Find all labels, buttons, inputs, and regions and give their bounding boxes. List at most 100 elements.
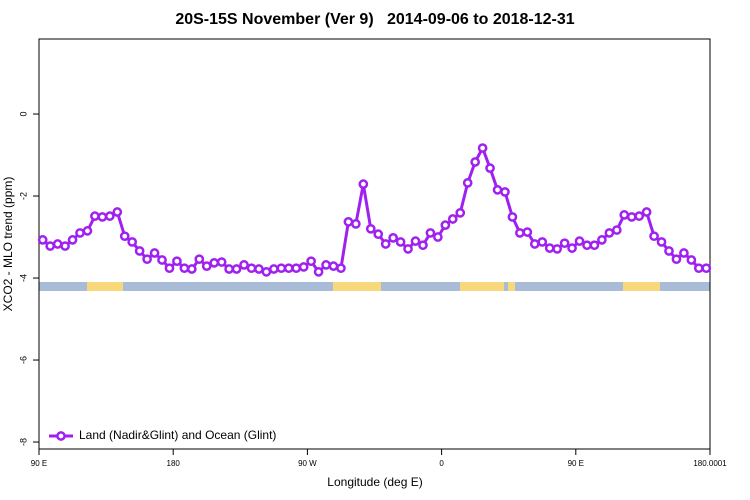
point-marker <box>231 264 242 274</box>
point-marker <box>619 210 630 220</box>
point-marker <box>634 211 645 221</box>
point-marker <box>425 228 436 238</box>
land-ocean-strip <box>39 282 710 291</box>
point-marker <box>582 240 592 251</box>
land-band <box>623 282 660 291</box>
y-tick-label: -2 <box>18 192 28 200</box>
point-marker <box>656 237 667 247</box>
land-band <box>460 282 504 291</box>
point-marker <box>336 263 346 274</box>
point-marker <box>104 211 115 221</box>
point-marker <box>246 263 257 274</box>
point-marker <box>37 235 48 245</box>
point-marker <box>276 263 287 274</box>
point-marker <box>82 226 93 236</box>
point-marker <box>649 231 659 242</box>
point-marker <box>440 220 451 230</box>
point-marker <box>269 264 279 274</box>
point-marker <box>418 240 428 251</box>
point-marker <box>90 211 100 221</box>
point-marker <box>179 263 190 274</box>
point-marker <box>671 254 682 265</box>
point-marker <box>559 238 570 249</box>
point-marker <box>544 243 555 253</box>
land-band <box>87 282 123 291</box>
point-marker <box>477 143 488 153</box>
point-marker <box>254 264 264 274</box>
point-marker <box>410 236 421 246</box>
point-marker <box>388 233 398 243</box>
point-marker <box>97 212 108 222</box>
point-marker <box>567 243 577 253</box>
point-marker <box>194 254 205 265</box>
point-marker <box>298 262 309 272</box>
point-marker <box>216 257 227 267</box>
point-marker <box>75 228 85 238</box>
point-marker <box>604 228 615 238</box>
point-marker <box>403 244 413 254</box>
point-marker <box>261 267 272 277</box>
x-tick-label: 180 <box>167 459 181 468</box>
x-tick-label: 90 W <box>298 459 317 468</box>
point-marker <box>395 237 406 247</box>
point-marker <box>537 237 548 247</box>
point-marker <box>142 254 152 265</box>
y-axis-label: XCO2 - MLO trend (ppm) <box>1 177 15 312</box>
point-marker <box>664 246 674 256</box>
point-marker <box>365 223 376 234</box>
point-marker <box>500 187 510 197</box>
x-tick-label: 180.0001 <box>693 459 727 468</box>
point-marker <box>485 163 495 173</box>
point-marker <box>60 241 70 251</box>
point-marker <box>67 235 78 245</box>
x-tick-label: 90 E <box>31 459 47 468</box>
point-marker <box>679 248 689 258</box>
point-marker <box>224 264 234 274</box>
point-marker <box>515 228 525 238</box>
point-marker <box>209 258 220 268</box>
plot-frame <box>38 38 711 450</box>
point-marker <box>313 267 324 277</box>
y-tick-label: -6 <box>18 356 28 364</box>
y-tick-label: -4 <box>18 274 28 282</box>
x-tick-label: 0 <box>439 459 444 468</box>
point-marker <box>522 227 533 237</box>
point-marker <box>492 185 503 195</box>
point-marker <box>470 157 480 167</box>
point-marker <box>112 207 123 217</box>
point-marker <box>306 256 316 267</box>
point-marker <box>172 256 182 267</box>
point-marker <box>686 255 697 265</box>
land-band <box>333 282 381 291</box>
point-marker <box>283 263 294 274</box>
point-marker <box>589 240 600 251</box>
point-marker <box>693 263 704 274</box>
point-marker <box>343 217 354 227</box>
point-marker <box>321 260 331 270</box>
point-marker <box>149 248 160 258</box>
point-marker <box>529 239 540 249</box>
point-marker <box>157 255 167 265</box>
point-marker <box>641 207 652 217</box>
point-marker <box>462 178 473 188</box>
chart-title: 20S-15S November (Ver 9) 2014-09-06 to 2… <box>175 11 574 28</box>
x-axis-label: Longitude (deg E) <box>327 475 422 489</box>
point-marker <box>433 232 443 242</box>
point-marker <box>127 237 138 247</box>
point-marker <box>574 236 585 246</box>
point-marker <box>552 244 563 254</box>
point-marker <box>134 246 145 256</box>
point-marker <box>455 207 466 218</box>
point-marker <box>45 241 56 251</box>
legend-marker <box>56 431 66 441</box>
point-marker <box>701 263 712 274</box>
point-marker <box>447 214 458 224</box>
point-marker <box>186 264 197 274</box>
point-marker <box>351 219 361 229</box>
y-tick-label: 0 <box>18 112 28 117</box>
point-marker <box>239 260 249 270</box>
point-marker <box>328 261 339 271</box>
y-tick-label: -8 <box>18 438 28 446</box>
point-marker <box>201 261 212 271</box>
point-marker <box>611 225 622 235</box>
